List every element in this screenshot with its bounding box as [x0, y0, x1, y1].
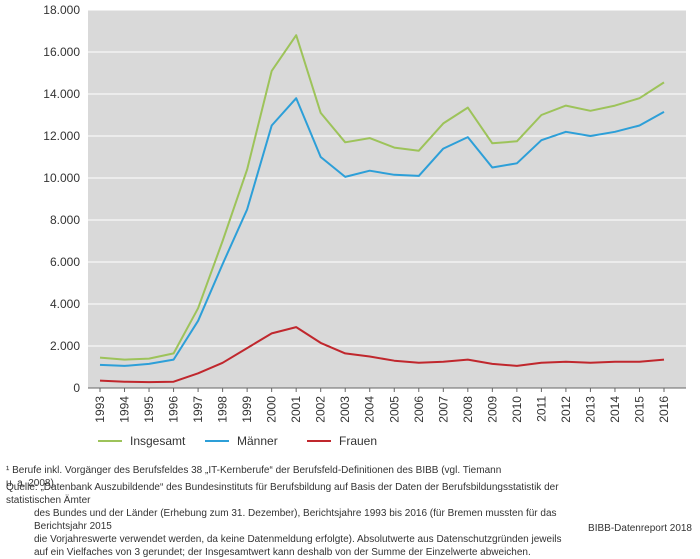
- y-tick-label: 12.000: [43, 129, 80, 143]
- y-tick-label: 6.000: [50, 255, 80, 269]
- source-line: auf ein Vielfaches von 3 gerundet; der I…: [34, 547, 531, 558]
- x-tick-label: 2012: [559, 396, 573, 423]
- y-tick-label: 8.000: [50, 213, 80, 227]
- legend: Insgesamt Männer Frauen: [98, 434, 377, 448]
- footnote: ¹ Berufe inkl. Vorgänger des Berufsfelde…: [6, 465, 502, 489]
- x-tick-label: 2013: [583, 396, 597, 423]
- credit-label: BIBB-Datenreport 2018: [588, 523, 692, 534]
- legend-label-frauen: Frauen: [339, 434, 377, 448]
- series-line-frauen: [99, 326, 665, 384]
- x-tick-label: 2000: [265, 396, 279, 423]
- x-tick-label: 1997: [191, 396, 205, 423]
- x-tick-label: 2010: [510, 396, 524, 423]
- x-tick-label: 1998: [216, 396, 230, 423]
- source-note: Quelle: „Datenbank Auszubildende“ des Bu…: [6, 481, 606, 559]
- x-tick-label: 2005: [387, 396, 401, 423]
- x-axis-ticks: 1993 1994 1995 1996 1997 1998 1999 2000 2001 2002…: [93, 388, 671, 423]
- source-line: des Bundes und der Länder (Erhebung zum …: [34, 508, 557, 532]
- y-tick-label: 10.000: [43, 171, 80, 185]
- x-tick-label: 2003: [338, 396, 352, 423]
- x-tick-label: 2011: [534, 396, 548, 422]
- x-tick-label: 1999: [240, 396, 254, 423]
- x-tick-label: 1996: [167, 396, 181, 423]
- y-tick-label: 14.000: [43, 87, 80, 101]
- y-tick-label: 2.000: [50, 339, 80, 353]
- line-chart: 0 2.000 4.000 6.000 8.000 10.000 12.000 14.000 1…: [43, 3, 686, 448]
- y-tick-label: 4.000: [50, 297, 80, 311]
- x-tick-label: 2015: [632, 396, 646, 423]
- legend-label-insgesamt: Insgesamt: [130, 434, 186, 448]
- x-tick-label: 2007: [436, 396, 450, 423]
- x-tick-label: 2016: [657, 396, 671, 423]
- series-line-maenner: [99, 97, 665, 367]
- gridlines: [88, 9, 686, 389]
- source-line: Quelle: „Datenbank Auszubildende“ des Bu…: [6, 482, 559, 506]
- x-tick-label: 2014: [608, 396, 622, 423]
- x-tick-label: 2004: [363, 396, 377, 423]
- x-tick-label: 1993: [93, 396, 107, 423]
- x-tick-label: 2001: [289, 396, 303, 423]
- x-tick-label: 2009: [485, 396, 499, 423]
- x-tick-label: 1994: [118, 396, 132, 423]
- x-tick-label: 1995: [142, 396, 156, 423]
- legend-label-maenner: Männer: [237, 434, 278, 448]
- plot-background: [88, 10, 686, 388]
- series-lines: [99, 34, 665, 384]
- y-tick-label: 18.000: [43, 3, 80, 17]
- x-tick-label: 2008: [461, 396, 475, 423]
- y-tick-label: 16.000: [43, 45, 80, 59]
- y-tick-label: 0: [73, 381, 80, 395]
- series-line-insgesamt: [99, 34, 665, 361]
- x-tick-label: 2006: [412, 396, 426, 423]
- y-axis-ticks: 0 2.000 4.000 6.000 8.000 10.000 12.000 14.000 1…: [43, 3, 80, 395]
- x-tick-label: 2002: [314, 396, 328, 423]
